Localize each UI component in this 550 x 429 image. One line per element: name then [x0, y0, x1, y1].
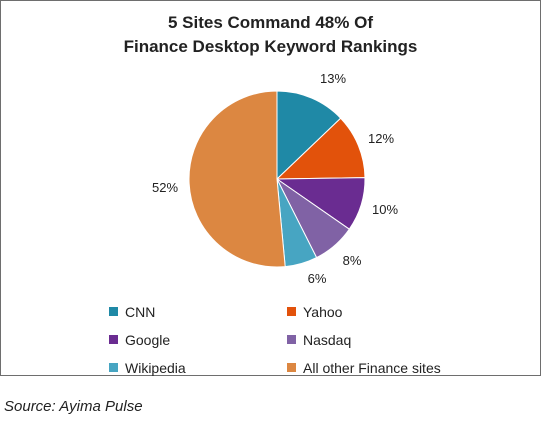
legend-item-yahoo: Yahoo	[287, 303, 342, 321]
legend-swatch	[109, 335, 118, 344]
slice-label-all-other-finance-sites: 52%	[152, 180, 178, 195]
legend-item-cnn: CNN	[109, 303, 155, 321]
pie-slice-cnn	[276, 90, 342, 181]
legend-label: CNN	[125, 304, 156, 320]
chart-title: 5 Sites Command 48% Of Finance Desktop K…	[1, 11, 540, 59]
legend-swatch	[287, 363, 296, 372]
pie-labels: 13% 12% 10% 8% 6% 52%	[152, 71, 398, 286]
chart-frame: 5 Sites Command 48% Of Finance Desktop K…	[0, 0, 541, 376]
legend-label: Wikipedia	[125, 360, 186, 376]
legend-label: All other Finance sites	[303, 360, 441, 376]
legend-item-nasdaq: Nasdaq	[287, 331, 351, 349]
legend-item-google: Google	[109, 331, 170, 349]
legend-swatch	[287, 307, 296, 316]
pie-slice-yahoo	[275, 117, 366, 180]
legend-label: Nasdaq	[303, 332, 352, 348]
legend-item-wikipedia: Wikipedia	[109, 359, 186, 377]
legend-label: Google	[125, 332, 171, 348]
legend-item-all-other-finance-sites: All other Finance sites	[287, 359, 441, 377]
pie-slice-all-other-finance-sites	[188, 90, 286, 268]
slice-label-nasdaq: 8%	[343, 253, 362, 268]
pie-slices	[188, 90, 366, 268]
slice-label-google: 10%	[372, 202, 398, 217]
chart-title-line-2: Finance Desktop Keyword Rankings	[123, 37, 418, 56]
legend-swatch	[109, 307, 118, 316]
chart-title-line-1: 5 Sites Command 48% Of	[167, 13, 373, 32]
legend-label: Yahoo	[303, 304, 343, 320]
legend-swatch	[287, 335, 296, 344]
slice-label-cnn: 13%	[320, 71, 346, 86]
legend-swatch	[109, 363, 118, 372]
source-note: Source: Ayima Pulse	[4, 398, 143, 415]
slice-label-yahoo: 12%	[368, 131, 394, 146]
slice-label-wikipedia: 6%	[308, 271, 327, 286]
pie-chart: 13% 12% 10% 8% 6% 52%	[152, 71, 398, 286]
